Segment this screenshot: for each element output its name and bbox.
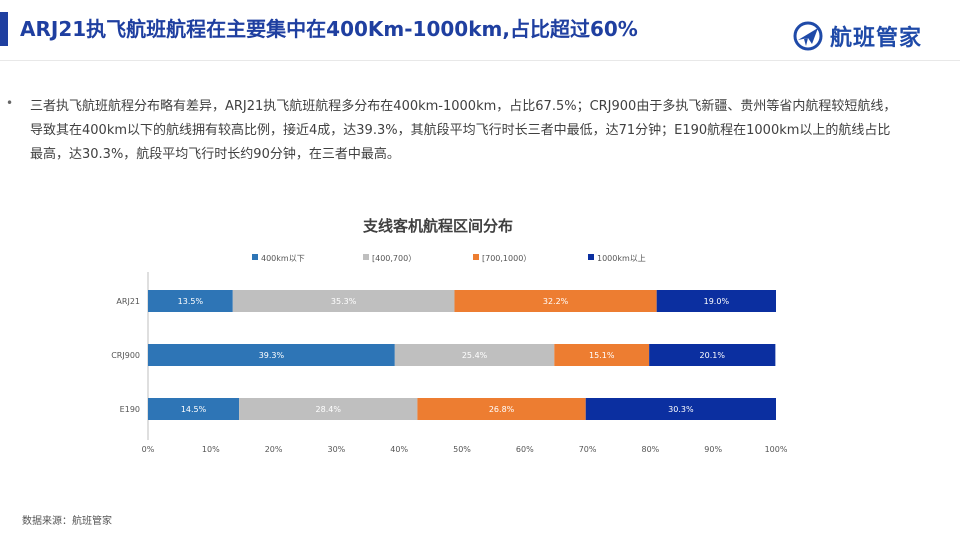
brand-logo: 航班管家 <box>792 18 922 54</box>
page-title: ARJ21执飞航班航程在主要集中在400Km-1000km,占比超过60% <box>20 17 638 41</box>
data-label: 15.1% <box>589 351 615 360</box>
legend-swatch <box>252 254 258 260</box>
bar-segment <box>454 290 657 312</box>
plane-logo-icon <box>793 21 823 51</box>
legend-swatch <box>363 254 369 260</box>
legend-swatch <box>473 254 479 260</box>
data-label: 14.5% <box>181 405 207 414</box>
bar-segment <box>148 290 233 312</box>
bar-segment <box>585 398 776 420</box>
category-label: CRJ900 <box>111 351 140 360</box>
category-label: E190 <box>120 405 140 414</box>
x-tick-label: 60% <box>516 445 534 454</box>
data-source: 数据来源：航班管家 <box>22 516 112 527</box>
x-tick-label: 100% <box>765 445 788 454</box>
chart-title: 支线客机航程区间分布 <box>362 217 513 235</box>
data-label: 13.5% <box>178 297 204 306</box>
chart-container: 支线客机航程区间分布 400km以下 [400,700） [700,1000） 1000… <box>0 200 960 470</box>
legend-label: [700,1000） <box>482 254 531 263</box>
x-tick-label: 50% <box>453 445 471 454</box>
bar-segment <box>554 344 650 366</box>
description-text: 三者执飞航班航程分布略有差异，ARJ21执飞航班航程多分布在400km-1000… <box>30 99 897 162</box>
header-divider <box>0 60 960 61</box>
legend-swatch <box>588 254 594 260</box>
bar-segment <box>148 398 240 420</box>
bar-segment <box>417 398 586 420</box>
data-label: 35.3% <box>331 297 357 306</box>
bullet-marker: • <box>6 96 14 110</box>
legend-label: [400,700） <box>372 254 416 263</box>
data-label: 19.0% <box>704 297 730 306</box>
bar-segment <box>239 398 418 420</box>
logo-text: 航班管家 <box>830 26 923 51</box>
bar-segment <box>394 344 555 366</box>
data-label: 28.4% <box>316 405 342 414</box>
stacked-bar-chart: 支线客机航程区间分布 400km以下 [400,700） [700,1000） 1000… <box>111 217 788 454</box>
title-accent-bar <box>0 12 8 46</box>
x-tick-label: 80% <box>642 445 660 454</box>
data-label: 39.3% <box>259 351 285 360</box>
x-tick-label: 90% <box>704 445 722 454</box>
bar-segment <box>649 344 776 366</box>
x-tick-label: 0% <box>142 445 155 454</box>
x-tick-label: 70% <box>579 445 597 454</box>
data-label: 30.3% <box>668 405 694 414</box>
bar-segment <box>148 344 395 366</box>
x-tick-label: 30% <box>328 445 346 454</box>
x-tick-label: 10% <box>202 445 220 454</box>
category-label: ARJ21 <box>116 297 140 306</box>
data-label: 20.1% <box>700 351 726 360</box>
legend-label: 400km以下 <box>261 254 305 263</box>
data-label: 26.8% <box>489 405 515 414</box>
data-label: 25.4% <box>462 351 488 360</box>
x-tick-label: 40% <box>390 445 408 454</box>
bar-segment <box>232 290 455 312</box>
data-label: 32.2% <box>543 297 569 306</box>
x-tick-label: 20% <box>265 445 283 454</box>
legend-label: 1000km以上 <box>597 254 646 263</box>
bar-segment <box>656 290 776 312</box>
